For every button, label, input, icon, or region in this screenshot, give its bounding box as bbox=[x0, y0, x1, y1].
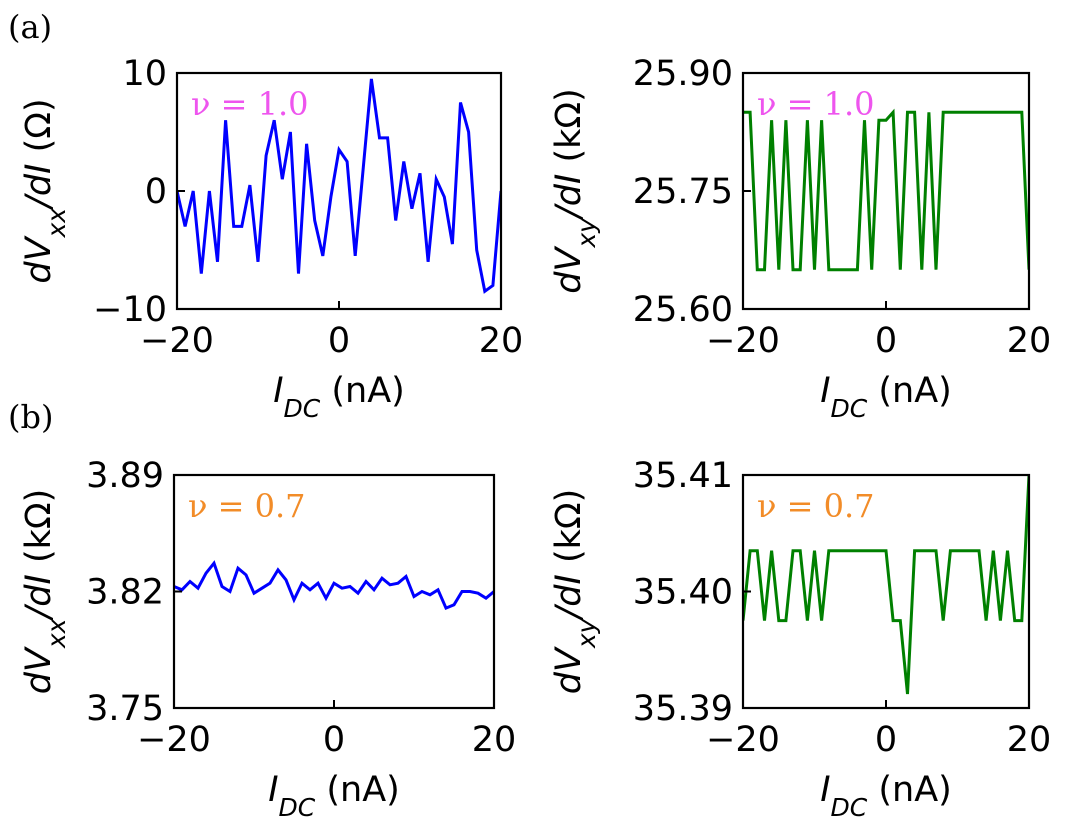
y-axis-label: dVxy/dI (kΩ) bbox=[549, 88, 601, 294]
x-axis-label: IDC (nA) bbox=[268, 770, 400, 822]
nu-annotation: ν = 1.0 bbox=[757, 85, 875, 123]
x-tick-label: 0 bbox=[875, 720, 897, 760]
x-axis-label: IDC (nA) bbox=[820, 770, 952, 822]
x-tick-label: −20 bbox=[706, 321, 780, 361]
y-axis-label: dVxx/dI (kΩ) bbox=[19, 489, 71, 695]
chart-a-right: −20 0 20 25.60 25.75 25.90 IDC (nA) dVxy/dI (kΩ… bbox=[549, 54, 1051, 423]
nu-annotation: ν = 1.0 bbox=[191, 85, 309, 123]
y-axis-label: dVxy/dI (kΩ) bbox=[549, 489, 601, 695]
series-line bbox=[174, 560, 494, 611]
x-tick-label: −20 bbox=[140, 321, 214, 361]
y-tick-label: 25.60 bbox=[633, 290, 733, 330]
chart-a-left: −20 0 20 −10 0 10 IDC (nA) dVxx/dI (Ω) ν = 1.0 bbox=[19, 54, 523, 423]
x-axis-label: IDC (nA) bbox=[820, 371, 952, 423]
y-tick-label: 25.90 bbox=[633, 54, 733, 94]
x-tick-label: 20 bbox=[479, 321, 524, 361]
y-axis-label: dVxx/dI (Ω) bbox=[19, 98, 71, 283]
x-tick-label: 0 bbox=[323, 720, 345, 760]
y-tick-label: −10 bbox=[93, 290, 167, 330]
panel-label-a: (a) bbox=[8, 8, 52, 46]
series-line bbox=[177, 78, 501, 294]
y-tick-label: 35.40 bbox=[633, 573, 733, 613]
y-tick-label: 3.75 bbox=[86, 689, 164, 729]
series-line bbox=[743, 108, 1029, 272]
series-line bbox=[743, 474, 1029, 695]
chart-b-right: −20 0 20 35.39 35.40 35.41 IDC (nA) dVxy/dI (kΩ… bbox=[549, 456, 1051, 822]
y-tick-label: 0 bbox=[145, 172, 167, 212]
y-tick-label: 35.39 bbox=[633, 689, 733, 729]
y-tick-label: 3.82 bbox=[86, 573, 164, 613]
x-tick-label: 20 bbox=[1007, 321, 1052, 361]
y-tick-label: 3.89 bbox=[86, 456, 164, 496]
x-tick-label: −20 bbox=[137, 720, 211, 760]
y-tick-label: 25.75 bbox=[633, 172, 733, 212]
x-tick-label: 0 bbox=[328, 321, 350, 361]
nu-annotation: ν = 0.7 bbox=[757, 487, 875, 525]
y-tick-label: 10 bbox=[122, 54, 167, 94]
x-tick-label: 20 bbox=[472, 720, 517, 760]
x-axis-label: IDC (nA) bbox=[273, 371, 405, 423]
y-tick-label: 35.41 bbox=[633, 456, 733, 496]
panel-label-b: (b) bbox=[8, 398, 53, 436]
x-tick-label: 20 bbox=[1007, 720, 1052, 760]
chart-b-left: −20 0 20 3.75 3.82 3.89 IDC (nA) dVxx/dI (kΩ) ν … bbox=[19, 456, 516, 822]
x-tick-label: −20 bbox=[706, 720, 780, 760]
nu-annotation: ν = 0.7 bbox=[188, 487, 306, 525]
x-tick-label: 0 bbox=[875, 321, 897, 361]
